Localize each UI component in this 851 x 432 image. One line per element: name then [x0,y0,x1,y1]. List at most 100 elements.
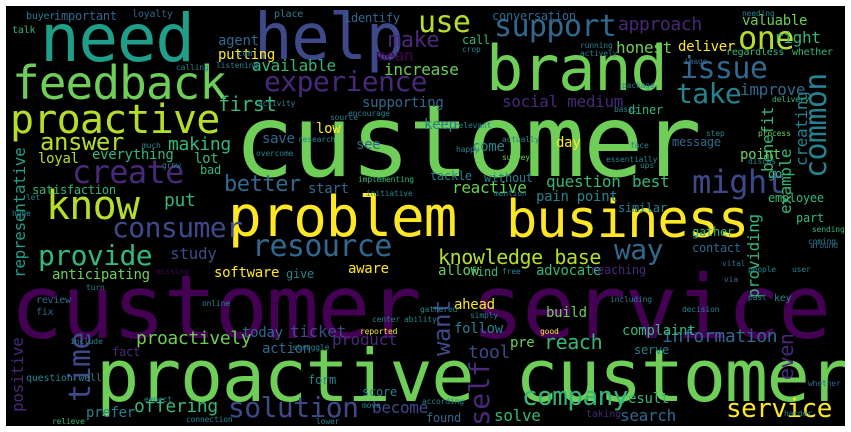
word-activity: activity [258,99,296,108]
word-relieve: relieve [52,417,85,426]
word-become: become [372,398,428,417]
word-whether: whether [792,47,833,58]
word-problem: problem [228,185,457,250]
word-product: product [332,330,398,349]
word-ahead: ahead [454,297,495,313]
word-customer-service: customer service [10,256,831,359]
word-result: result [620,391,669,407]
word-similar: similar [618,201,667,215]
word-without: without [484,171,533,185]
word-tackle: tackle [430,169,472,183]
word-whether-2: whether [808,379,841,388]
word-point: point [740,147,781,163]
word-happy: happy [456,145,480,154]
word-initiative: initiative [366,189,413,198]
word-sending: sending [812,225,845,234]
word-today: today [242,325,283,341]
word-decision: decision [682,305,720,314]
word-knowledge-base: knowledge base [438,245,601,269]
word-study: study [170,244,217,263]
word-offering: offering [134,396,218,417]
word-mention: mention [494,189,527,198]
word-crop: crop [462,45,481,54]
word-people: people [748,265,776,274]
word-review: review [36,295,71,306]
word-software: software [214,265,280,281]
word-connection: connection [186,415,233,424]
word-go: go [768,167,782,181]
word-put: put [164,190,196,211]
word-approach: approach [618,14,702,35]
word-let: let [26,193,40,202]
word-call: call [462,33,490,47]
word-huge: huge [12,209,31,218]
word-complaint: complaint [622,323,696,339]
word-way: way [614,233,663,266]
word-follow: follow [454,321,503,337]
word-aware: aware [348,261,389,277]
word-bad: bad [200,163,221,177]
word-everything: everything [92,147,174,163]
word-question: question [546,172,621,191]
word-lower: lower [316,417,340,426]
word-create: create [72,153,184,191]
word-customer: customer [234,83,702,200]
word-solve: solve [494,406,541,425]
word-tool: tool [468,342,510,363]
word-fix: fix [36,307,54,318]
word-image: image [684,57,708,66]
word-talk: talk [12,25,36,36]
word-center: center [372,315,400,324]
word-low: low [316,121,341,137]
word-harder: harder [784,409,812,418]
word-key: key [774,293,792,304]
word-com: com [238,49,252,58]
word-first: first [218,92,277,116]
word-basic: basic [614,105,638,114]
word-right: right [774,28,821,47]
word-prefer: prefer [86,405,135,421]
word-come: come [472,139,505,155]
word-positive: positive [8,337,27,412]
word-message: message [672,135,721,149]
word-discus: discus [748,157,776,166]
word-day: day [556,135,581,151]
word-listening: listening [216,61,258,70]
word-consumer: consumer [112,211,243,244]
word-running: running [580,41,613,50]
word-found: found [426,411,461,425]
word-important: important [54,9,117,23]
word-give: give [286,267,314,281]
word-struggle: struggle [292,343,330,352]
word-missing: missing [156,267,189,276]
word-vital: vital [722,259,746,268]
word-allow: allow [438,263,479,279]
word-improve: improve [740,80,806,99]
word-action: action [262,341,311,357]
word-research: research [298,135,336,144]
word-gather: gather [692,225,734,239]
word-much: much [142,141,161,150]
word-employee: employee [768,191,824,205]
word-turn: turn [86,283,105,292]
word-actually: actually [502,135,540,144]
word-expect: expect [144,395,172,404]
word-cloud: customer service customer proactive cust… [6,6,845,426]
word-valuable: valuable [742,13,808,29]
word-coming: coming [808,237,836,246]
word-increase: increase [384,60,459,79]
word-proactive: proactive [10,97,220,143]
word-feedback: feedback [12,56,227,110]
word-start: start [308,181,349,197]
word-simply: simply [470,311,498,320]
word-ability: ability [404,315,437,324]
word-pre: pre [510,335,535,351]
word-lot: lot [194,151,219,167]
word-information: information [662,326,778,347]
word-brand: brand [486,32,668,105]
word-experience: experience [264,65,428,98]
word-best: best [632,172,670,191]
word-self: self [463,360,496,426]
word-resource: resource [252,229,392,264]
word-needing: needing [742,9,775,18]
